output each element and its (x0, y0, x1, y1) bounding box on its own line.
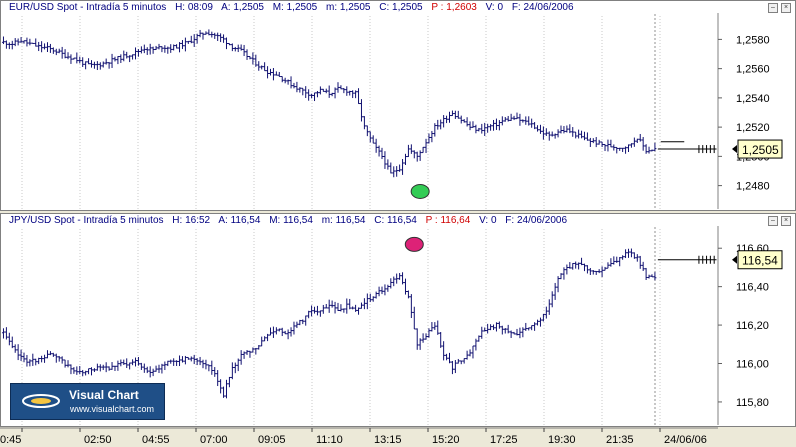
title-time: H: 08:09 (175, 2, 213, 13)
y-tick-label: 115,80 (736, 397, 769, 409)
title-date: F: 24/06/2006 (511, 2, 574, 13)
event-marker (410, 183, 430, 199)
title-symbol: JPY/USD Spot - Intradía 5 minutos (9, 215, 164, 226)
event-marker (404, 236, 424, 252)
x-tick-label: 19:30 (548, 434, 576, 446)
last-price-label: 1,2505 (742, 143, 779, 157)
y-tick-label: 1,2560 (736, 64, 770, 76)
x-tick-label: 24/06/06 (664, 434, 707, 446)
y-tick-label: 116,40 (736, 282, 769, 294)
eurusd-panel[interactable]: EUR/USD Spot - Intradía 5 minutos H: 08:… (0, 0, 796, 211)
last-price-arrow (732, 145, 737, 154)
y-tick-label: 1,2480 (736, 181, 770, 193)
x-tick-label: 07:00 (200, 434, 228, 446)
close-button[interactable]: × (781, 3, 791, 13)
x-tick-label: 17:25 (490, 434, 518, 446)
x-tick-label: 04:55 (142, 434, 170, 446)
x-tick-label: 15:20 (432, 434, 460, 446)
visual-chart-logo: Visual Chart www.visualchart.com (10, 383, 165, 420)
title-date: F: 24/06/2006 (505, 215, 568, 226)
last-price-box (737, 250, 783, 270)
time-axis-bg (0, 428, 796, 447)
minimize-button[interactable]: – (768, 3, 778, 13)
eurusd-chart: 1,25801,25601,25401,25201,25001,24801,25… (1, 13, 783, 209)
minimize-button[interactable]: – (768, 216, 778, 226)
logo-name: Visual Chart (69, 388, 139, 402)
last-price-label: 116,54 (742, 254, 778, 268)
time-axis: 0:45 02:50 04:55 07:00 09:05 11:10 13:15 15:20 1… (0, 427, 796, 447)
x-tick-label: 02:50 (84, 434, 112, 446)
title-time: H: 16:52 (172, 215, 211, 226)
title-volume: V: 0 (479, 215, 497, 226)
eurusd-title: EUR/USD Spot - Intradía 5 minutos H: 08:… (1, 1, 580, 15)
title-low: m: 1,2505 (325, 2, 371, 13)
title-close: C: 1,2505 (379, 2, 423, 13)
y-tick-label: 1,2520 (736, 122, 770, 134)
last-price-arrow (732, 255, 737, 264)
y-tick-label: 116,20 (736, 320, 769, 332)
title-volume: V: 0 (485, 2, 504, 13)
jpyusd-title: JPY/USD Spot - Intradía 5 minutos H: 16:… (1, 214, 573, 228)
x-tick-label: 13:15 (374, 434, 402, 446)
title-open: A: 1,2505 (221, 2, 264, 13)
title-close: C: 116,54 (374, 215, 417, 226)
x-tick-label: 21:35 (606, 434, 634, 446)
y-tick-label: 116,00 (736, 359, 769, 371)
title-prev: P : 116,64 (425, 215, 471, 226)
y-tick-label: 1,2540 (736, 93, 770, 105)
logo-url: www.visualchart.com (70, 404, 155, 414)
x-tick-label: 11:10 (316, 434, 343, 446)
y-tick-label: 1,2580 (736, 34, 770, 46)
title-symbol: EUR/USD Spot - Intradía 5 minutos (9, 2, 167, 13)
title-high: M: 116,54 (269, 215, 313, 226)
last-price-box (737, 139, 783, 159)
title-low: m: 116,54 (321, 215, 366, 226)
title-high: M: 1,2505 (272, 2, 318, 13)
close-button[interactable]: × (781, 216, 791, 226)
x-tick-label: 0:45 (0, 434, 21, 446)
title-open: A: 116,54 (218, 215, 261, 226)
x-tick-label: 09:05 (258, 434, 286, 446)
swoosh-icon (22, 394, 60, 408)
title-prev: P : 1,2603 (431, 2, 477, 13)
